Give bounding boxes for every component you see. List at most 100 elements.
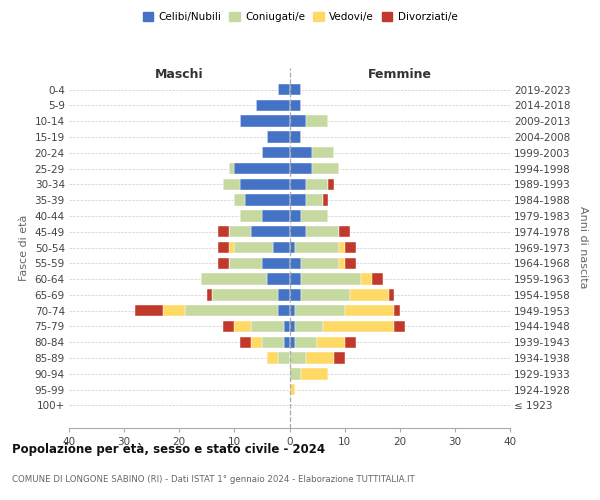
Bar bbox=[295, 336, 317, 348]
Bar bbox=[290, 384, 295, 396]
Bar bbox=[185, 305, 278, 316]
Bar bbox=[240, 178, 290, 190]
Bar bbox=[344, 305, 394, 316]
Bar bbox=[290, 274, 301, 285]
Bar bbox=[207, 289, 212, 300]
Bar bbox=[229, 258, 262, 269]
Bar bbox=[240, 210, 262, 222]
Bar bbox=[262, 210, 290, 222]
Bar bbox=[290, 289, 301, 300]
Bar bbox=[235, 321, 251, 332]
Bar bbox=[295, 305, 344, 316]
Bar bbox=[344, 242, 356, 253]
Bar bbox=[339, 242, 344, 253]
Bar bbox=[251, 226, 290, 237]
Bar bbox=[229, 163, 235, 174]
Bar bbox=[223, 321, 235, 332]
Bar bbox=[290, 84, 301, 95]
Bar bbox=[323, 321, 394, 332]
Bar bbox=[278, 305, 290, 316]
Bar bbox=[311, 163, 339, 174]
Bar bbox=[290, 258, 301, 269]
Bar bbox=[290, 116, 306, 127]
Bar bbox=[284, 336, 290, 348]
Bar bbox=[339, 226, 350, 237]
Text: COMUNE DI LONGONE SABINO (RI) - Dati ISTAT 1° gennaio 2024 - Elaborazione TUTTIT: COMUNE DI LONGONE SABINO (RI) - Dati IST… bbox=[12, 476, 415, 484]
Bar bbox=[306, 352, 334, 364]
Bar bbox=[290, 305, 295, 316]
Bar bbox=[339, 258, 344, 269]
Bar bbox=[135, 305, 163, 316]
Bar bbox=[268, 131, 290, 142]
Bar bbox=[240, 336, 251, 348]
Bar bbox=[218, 226, 229, 237]
Bar bbox=[317, 336, 344, 348]
Bar bbox=[394, 321, 405, 332]
Bar bbox=[290, 100, 301, 111]
Bar bbox=[229, 226, 251, 237]
Bar bbox=[290, 226, 306, 237]
Bar bbox=[290, 368, 301, 380]
Bar bbox=[229, 242, 235, 253]
Bar bbox=[306, 194, 323, 206]
Bar bbox=[394, 305, 400, 316]
Bar bbox=[344, 258, 356, 269]
Bar bbox=[290, 178, 306, 190]
Bar bbox=[290, 321, 295, 332]
Bar bbox=[344, 336, 356, 348]
Bar bbox=[323, 194, 328, 206]
Y-axis label: Fasce di età: Fasce di età bbox=[19, 214, 29, 280]
Bar bbox=[389, 289, 394, 300]
Bar bbox=[306, 178, 328, 190]
Bar bbox=[212, 289, 278, 300]
Bar bbox=[218, 242, 229, 253]
Bar bbox=[290, 336, 295, 348]
Bar bbox=[235, 163, 290, 174]
Bar bbox=[251, 321, 284, 332]
Bar bbox=[273, 242, 290, 253]
Bar bbox=[334, 352, 344, 364]
Bar bbox=[290, 147, 311, 158]
Bar bbox=[361, 274, 372, 285]
Bar bbox=[290, 131, 301, 142]
Bar bbox=[295, 242, 339, 253]
Text: Maschi: Maschi bbox=[155, 68, 203, 82]
Bar bbox=[163, 305, 185, 316]
Bar bbox=[262, 336, 284, 348]
Bar bbox=[223, 178, 240, 190]
Bar bbox=[372, 274, 383, 285]
Bar bbox=[350, 289, 389, 300]
Bar bbox=[218, 258, 229, 269]
Y-axis label: Anni di nascita: Anni di nascita bbox=[578, 206, 587, 289]
Bar bbox=[278, 352, 290, 364]
Bar bbox=[295, 321, 323, 332]
Bar bbox=[301, 258, 339, 269]
Bar bbox=[301, 368, 328, 380]
Bar bbox=[290, 352, 306, 364]
Bar bbox=[301, 210, 328, 222]
Bar bbox=[311, 147, 334, 158]
Bar bbox=[284, 321, 290, 332]
Text: Popolazione per età, sesso e stato civile - 2024: Popolazione per età, sesso e stato civil… bbox=[12, 442, 325, 456]
Bar bbox=[240, 116, 290, 127]
Text: Femmine: Femmine bbox=[368, 68, 432, 82]
Bar bbox=[301, 274, 361, 285]
Bar bbox=[251, 336, 262, 348]
Bar bbox=[262, 147, 290, 158]
Bar bbox=[278, 289, 290, 300]
Bar bbox=[202, 274, 268, 285]
Bar bbox=[306, 226, 339, 237]
Bar bbox=[306, 116, 328, 127]
Bar bbox=[328, 178, 334, 190]
Bar bbox=[290, 194, 306, 206]
Bar bbox=[235, 194, 245, 206]
Bar bbox=[290, 163, 311, 174]
Bar bbox=[268, 352, 278, 364]
Bar bbox=[290, 242, 295, 253]
Bar bbox=[235, 242, 273, 253]
Bar bbox=[256, 100, 290, 111]
Bar bbox=[278, 84, 290, 95]
Legend: Celibi/Nubili, Coniugati/e, Vedovi/e, Divorziati/e: Celibi/Nubili, Coniugati/e, Vedovi/e, Di… bbox=[139, 8, 461, 26]
Bar bbox=[268, 274, 290, 285]
Bar bbox=[262, 258, 290, 269]
